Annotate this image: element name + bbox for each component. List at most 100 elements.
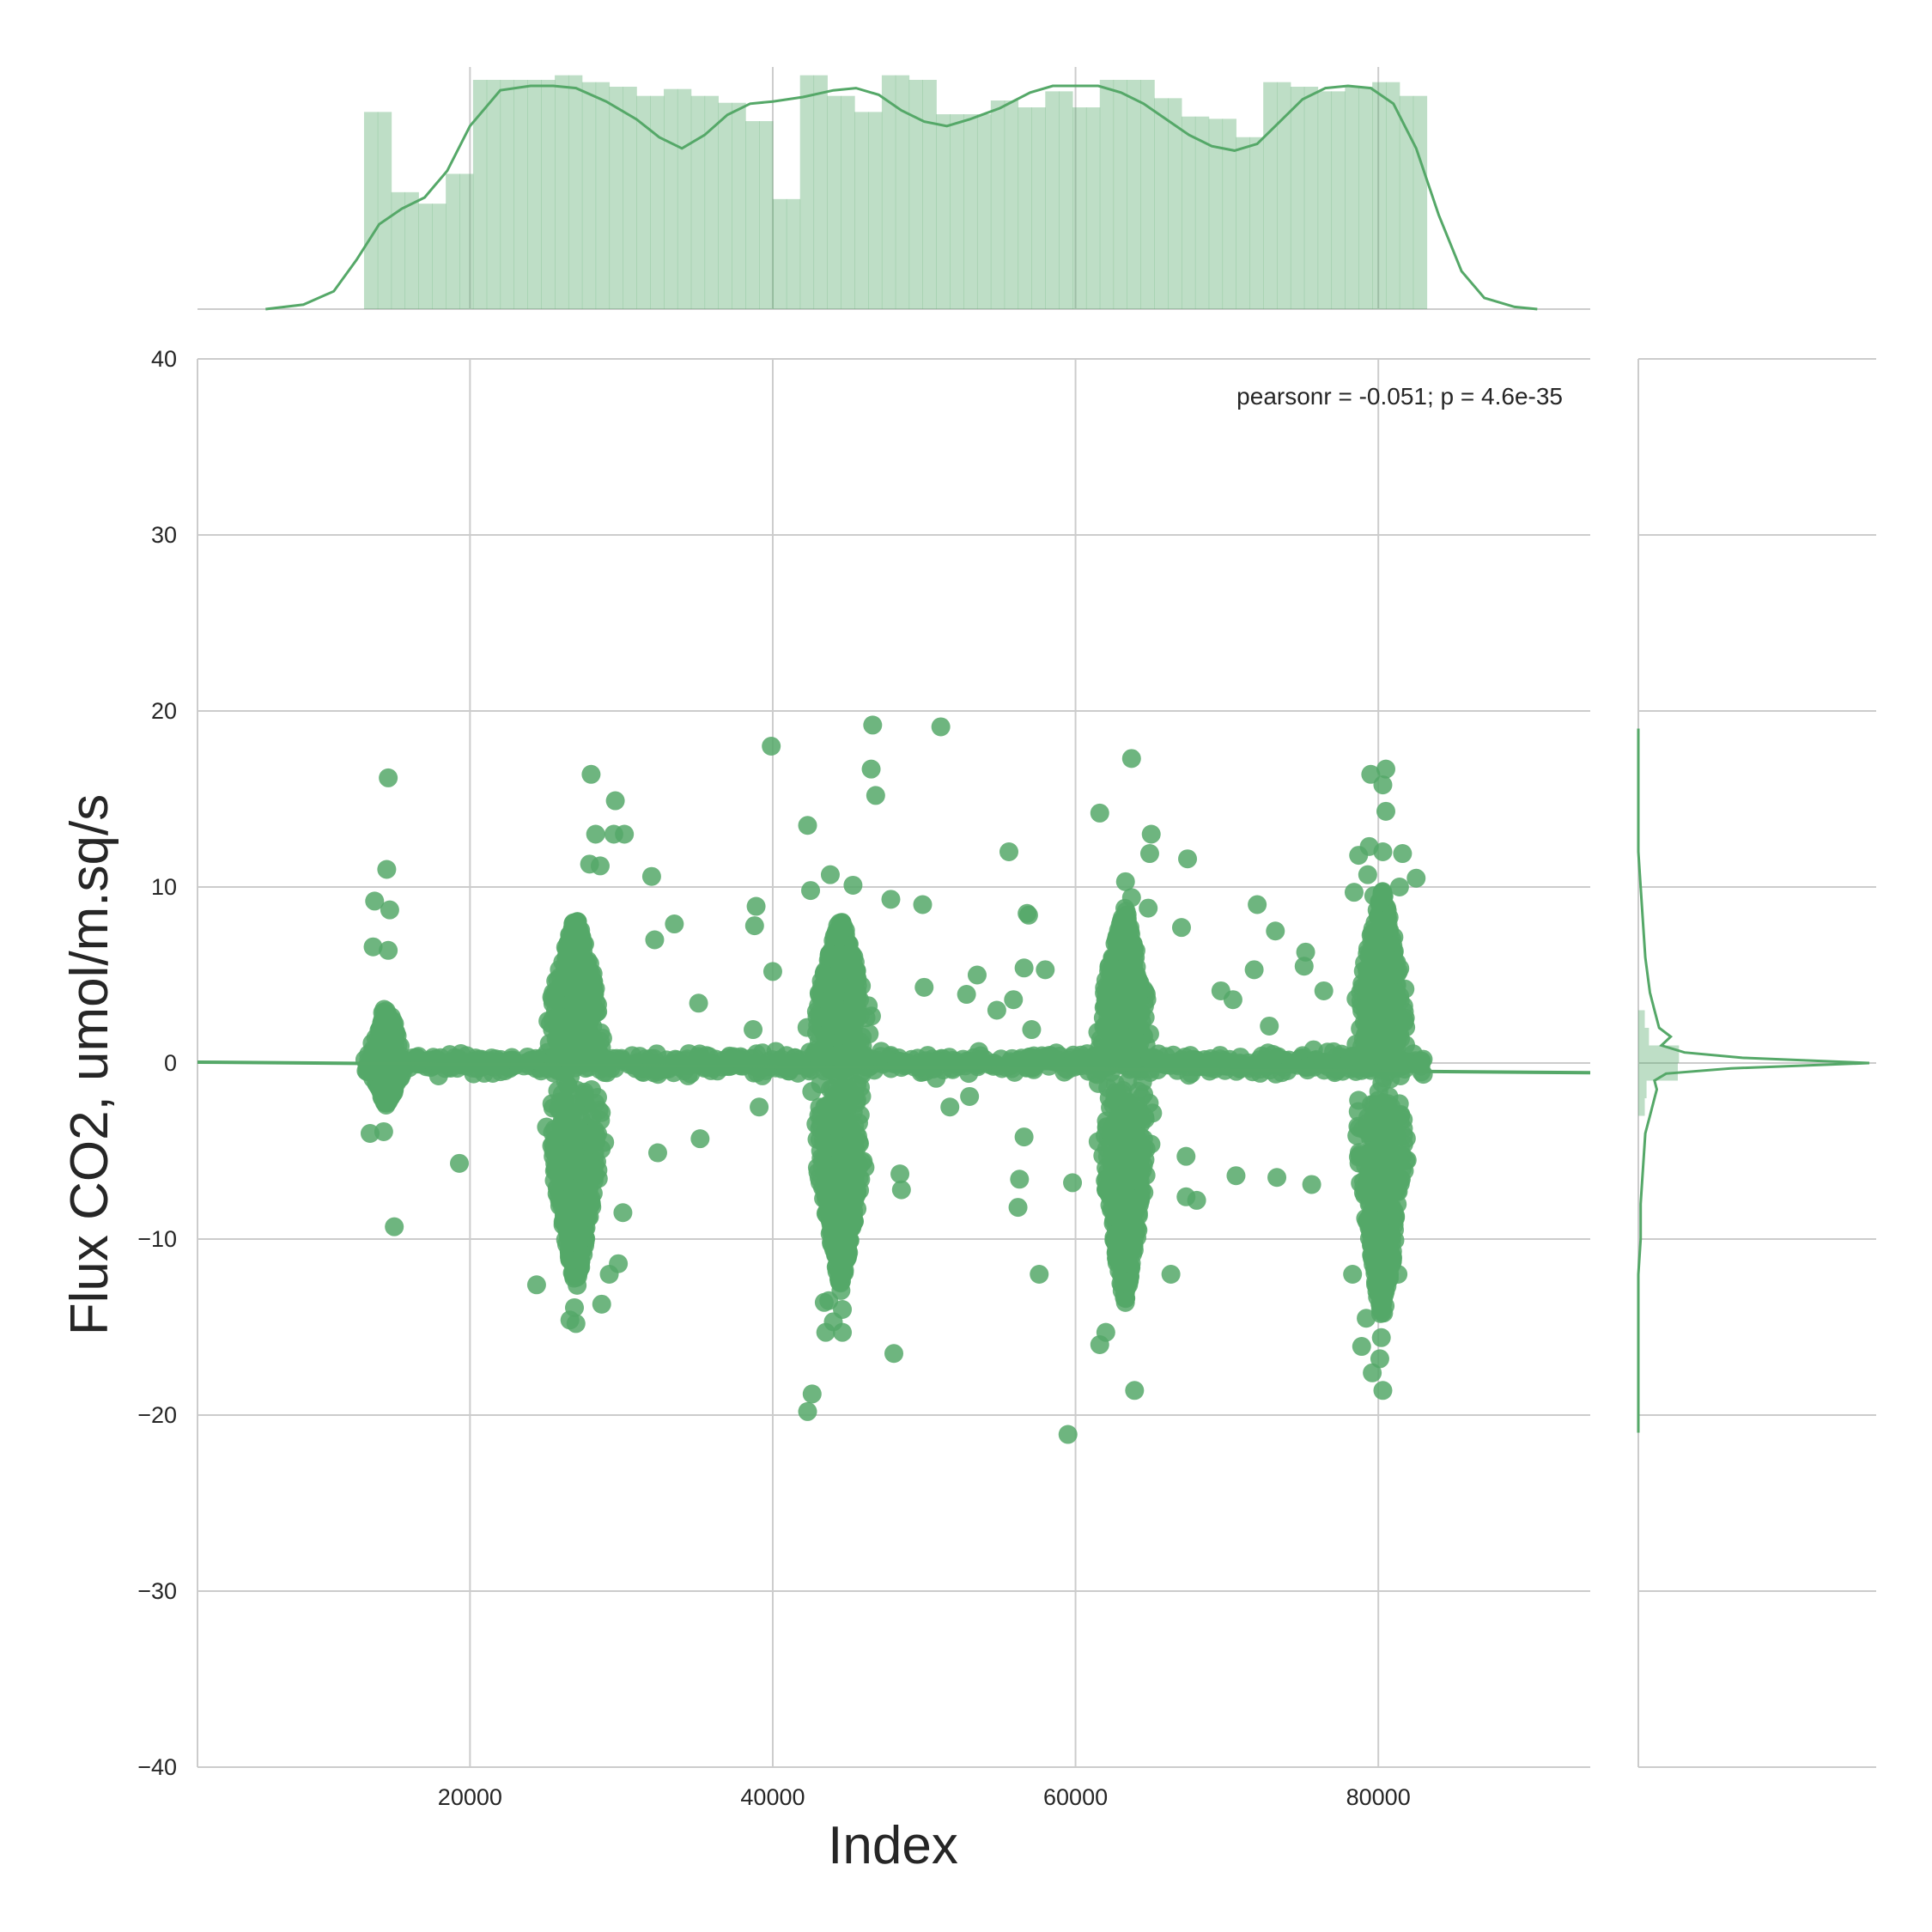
scatter-point xyxy=(814,964,834,984)
top-histogram-bar xyxy=(813,75,828,309)
scatter-point xyxy=(1105,1183,1125,1203)
scatter-point xyxy=(556,1008,576,1028)
scatter-point xyxy=(1031,1052,1051,1072)
top-histogram-bar xyxy=(1031,107,1046,309)
scatter-point xyxy=(750,1097,769,1117)
top-histogram-bar xyxy=(772,198,787,309)
scatter-point xyxy=(1121,888,1141,908)
top-histogram-bar xyxy=(527,80,542,309)
x-tick-label: 80000 xyxy=(1346,1784,1411,1810)
scatter-point xyxy=(1098,988,1118,1008)
scatter-point xyxy=(1393,844,1413,864)
scatter-point xyxy=(931,717,951,737)
top-histogram-bar xyxy=(377,112,392,309)
scatter-point xyxy=(1368,1037,1388,1057)
scatter-point xyxy=(570,954,590,974)
x-tick-label: 20000 xyxy=(438,1784,502,1810)
scatter-point xyxy=(645,930,665,950)
scatter-point xyxy=(615,824,635,844)
scatter-point xyxy=(1352,1053,1372,1072)
scatter-point xyxy=(549,1100,568,1120)
scatter-point xyxy=(379,1084,398,1103)
scatter-point xyxy=(1380,1145,1400,1165)
scatter-point xyxy=(1126,997,1145,1017)
scatter-point xyxy=(1371,1159,1391,1179)
scatter-point xyxy=(1100,1035,1120,1054)
top-histogram-bar xyxy=(1059,91,1073,309)
scatter-point xyxy=(828,924,848,944)
scatter-point xyxy=(1223,990,1242,1010)
scatter-point xyxy=(1376,1235,1395,1255)
scatter-point xyxy=(891,1180,911,1200)
top-histogram-bar xyxy=(1018,107,1032,309)
scatter-point xyxy=(861,759,881,779)
top-histogram-bar xyxy=(1413,95,1428,309)
scatter-point xyxy=(1014,1127,1034,1147)
scatter-point xyxy=(817,991,837,1011)
scatter-point xyxy=(558,940,578,960)
scatter-point xyxy=(843,1206,863,1225)
top-histogram-bar xyxy=(500,80,514,309)
scatter-point xyxy=(1294,957,1314,976)
top-histogram-bar xyxy=(1263,82,1278,310)
top-histogram-bar xyxy=(718,102,732,309)
scatter-point xyxy=(1343,1265,1363,1284)
scatter-point xyxy=(1100,1050,1120,1070)
scatter-point xyxy=(1187,1190,1206,1210)
scatter-point xyxy=(884,1344,903,1364)
top-histogram-bar xyxy=(1072,107,1087,309)
scatter-point xyxy=(590,856,610,876)
scatter-point xyxy=(914,977,934,997)
scatter-point xyxy=(1267,1168,1287,1188)
scatter-point xyxy=(1412,1052,1431,1072)
scatter-point xyxy=(1004,990,1024,1010)
scatter-point xyxy=(548,970,568,990)
scatter-point xyxy=(835,1169,855,1188)
scatter-point xyxy=(842,1022,862,1042)
scatter-point xyxy=(379,768,398,787)
top-histogram-bar xyxy=(1181,116,1196,309)
scatter-point xyxy=(1022,1020,1042,1040)
scatter-point xyxy=(526,1275,546,1295)
scatter-point xyxy=(563,1029,583,1048)
scatter-point xyxy=(1139,844,1159,864)
scatter-point xyxy=(563,1194,583,1213)
scatter-point xyxy=(1248,895,1267,914)
top-histogram-bar xyxy=(895,75,910,309)
scatter-point xyxy=(1096,1322,1115,1342)
scatter-point xyxy=(1373,1267,1393,1287)
scatter-point xyxy=(580,1193,599,1212)
scatter-point xyxy=(1376,999,1395,1019)
scatter-point xyxy=(843,962,863,981)
top-histogram-bar xyxy=(541,80,556,309)
top-histogram-bar xyxy=(555,75,569,309)
scatter-point xyxy=(1389,878,1409,896)
scatter-point xyxy=(374,1068,394,1088)
scatter-point xyxy=(379,940,398,960)
top-histogram-bar xyxy=(486,80,501,309)
scatter-point xyxy=(999,842,1018,861)
scatter-point xyxy=(1117,1272,1137,1291)
scatter-point xyxy=(817,1205,836,1224)
scatter-point xyxy=(975,1049,994,1069)
scatter-point xyxy=(802,1384,822,1404)
scatter-point xyxy=(866,786,885,805)
top-histogram-bar xyxy=(690,95,706,309)
scatter-point xyxy=(380,900,399,920)
top-histogram-bar xyxy=(636,95,651,309)
scatter-point xyxy=(820,865,840,884)
scatter-point xyxy=(1369,1082,1388,1102)
top-histogram-bar xyxy=(1345,87,1359,309)
top-histogram-bar xyxy=(936,114,951,309)
scatter-point xyxy=(571,920,591,940)
scatter-point xyxy=(1388,1182,1407,1201)
top-histogram-bar xyxy=(1236,137,1250,309)
scatter-point xyxy=(537,1117,556,1137)
scatter-point xyxy=(1260,1016,1279,1036)
scatter-point xyxy=(1379,1118,1399,1138)
top-histogram-bar xyxy=(446,173,460,309)
scatter-point xyxy=(1102,1154,1121,1174)
scatter-point xyxy=(1198,1054,1218,1073)
scatter-point xyxy=(1115,872,1135,891)
